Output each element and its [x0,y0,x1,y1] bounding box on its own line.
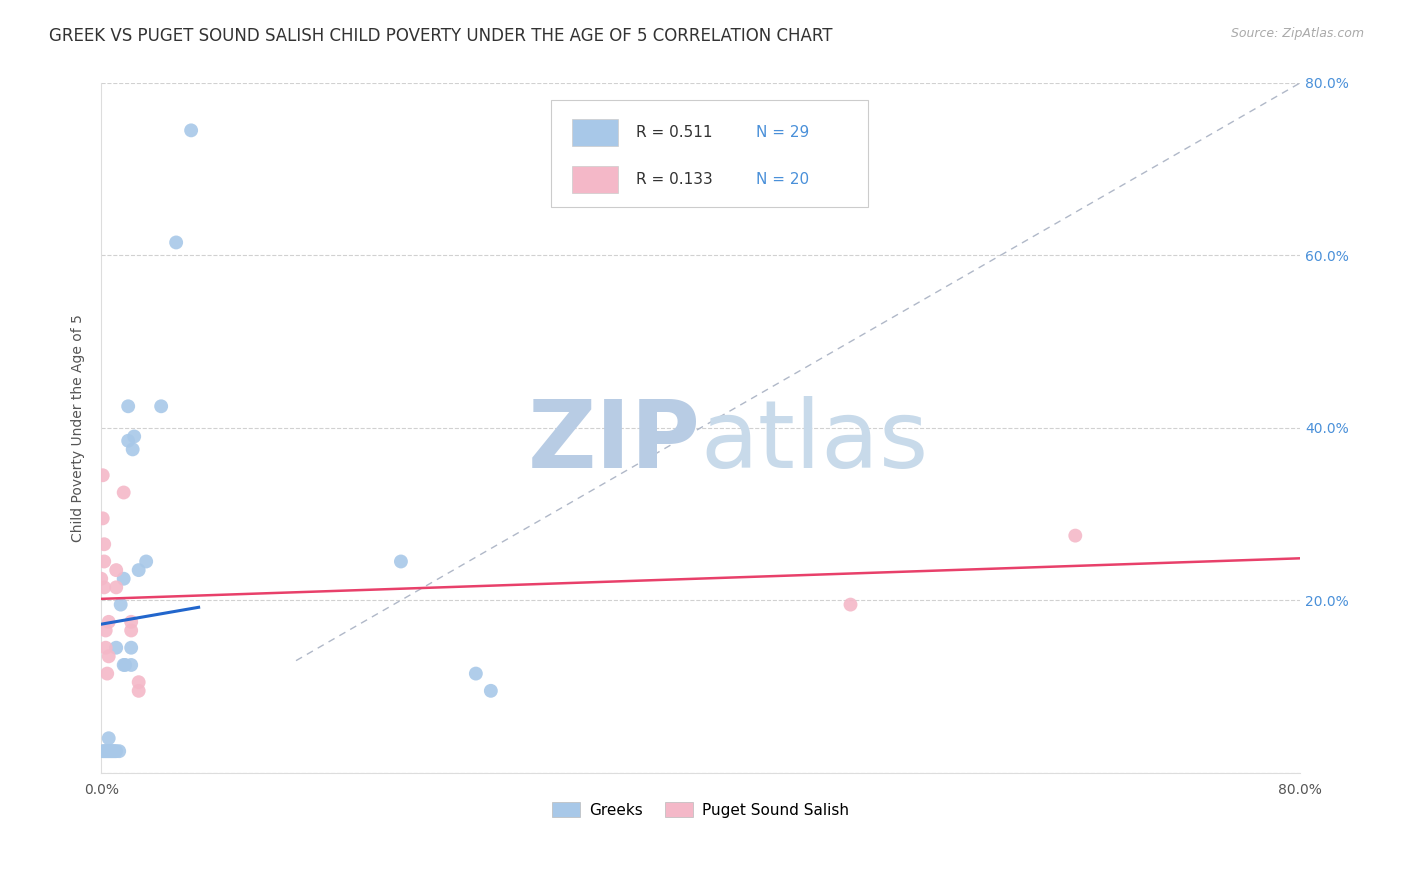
Point [180,123,202,137]
Point [90,572,112,586]
Point [120,624,142,638]
Point [93,580,115,594]
Point [98,744,121,758]
Point [105,580,128,594]
Text: R = 0.511: R = 0.511 [636,125,713,140]
Y-axis label: Child Poverty Under the Age of 5: Child Poverty Under the Age of 5 [72,314,86,541]
Point [135,554,157,568]
Point [120,640,142,655]
Point [105,563,128,577]
Point [105,640,128,655]
Point [112,572,135,586]
Point [97,615,120,629]
Point [96,744,118,758]
Point [117,434,139,448]
Point [97,744,120,758]
Point [94,744,117,758]
Point [104,744,127,758]
Point [105,744,128,758]
Text: ZIP: ZIP [527,396,700,488]
Point [91,744,114,758]
Point [117,399,139,413]
Point [1064,528,1087,542]
Point [121,442,143,457]
Point [100,744,122,758]
Text: GREEK VS PUGET SOUND SALISH CHILD POVERTY UNDER THE AGE OF 5 CORRELATION CHART: GREEK VS PUGET SOUND SALISH CHILD POVERT… [49,27,832,45]
Point [91,468,114,483]
Text: N = 29: N = 29 [756,125,808,140]
Point [97,649,120,664]
Point [94,624,117,638]
Point [91,511,114,525]
Point [96,666,118,681]
Point [389,554,412,568]
Point [464,666,486,681]
Point [122,429,145,443]
Point [97,731,120,746]
Text: R = 0.133: R = 0.133 [636,172,713,187]
Point [165,235,187,250]
Text: Source: ZipAtlas.com: Source: ZipAtlas.com [1230,27,1364,40]
Point [150,399,173,413]
FancyBboxPatch shape [572,167,617,193]
FancyBboxPatch shape [572,120,617,145]
Point [128,683,150,698]
Legend: Greeks, Puget Sound Salish: Greeks, Puget Sound Salish [546,796,855,823]
Text: atlas: atlas [700,396,929,488]
Point [839,598,862,612]
FancyBboxPatch shape [551,100,869,207]
Point [93,744,115,758]
Point [120,615,142,629]
Point [94,640,117,655]
Point [93,537,115,551]
Point [479,683,502,698]
Point [108,744,131,758]
Point [128,563,150,577]
Point [112,485,135,500]
Point [114,657,136,672]
Text: N = 20: N = 20 [756,172,808,187]
Point [103,744,125,758]
Point [93,554,115,568]
Point [110,598,132,612]
Point [128,675,150,690]
Point [120,657,142,672]
Point [112,657,135,672]
